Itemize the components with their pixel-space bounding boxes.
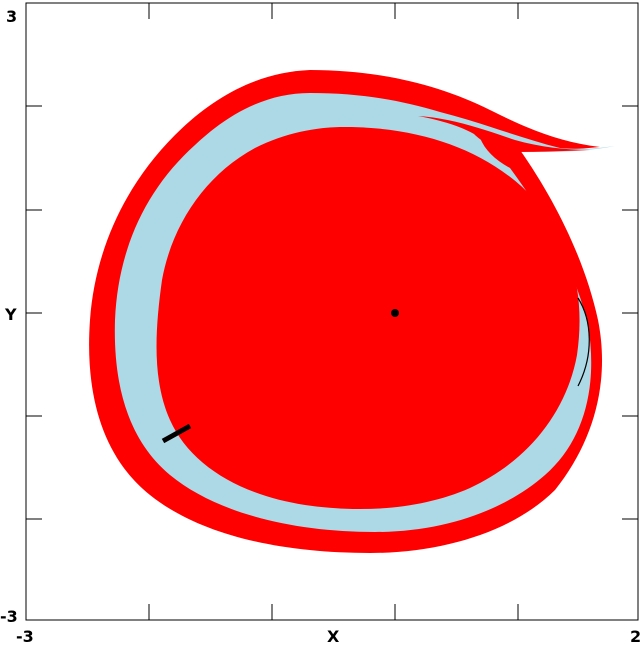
y-max-label: 3 [6, 7, 17, 26]
x-ticks-bottom [148, 604, 519, 620]
y-ticks-right [622, 105, 638, 520]
thin-arc [577, 297, 590, 387]
x-min-label: -3 [16, 627, 34, 645]
y-ticks-left [26, 105, 42, 520]
equilibrium-point [391, 309, 399, 317]
y-min-label: -3 [0, 607, 18, 626]
x-ticks-top [148, 3, 519, 19]
y-axis-label: Y [4, 305, 17, 324]
tongue-red-sliver [418, 116, 590, 152]
thick-segment [161, 423, 192, 444]
x-max-label: 2 [630, 627, 641, 645]
x-axis-label: X [327, 627, 340, 645]
inner-red-region [156, 127, 580, 510]
